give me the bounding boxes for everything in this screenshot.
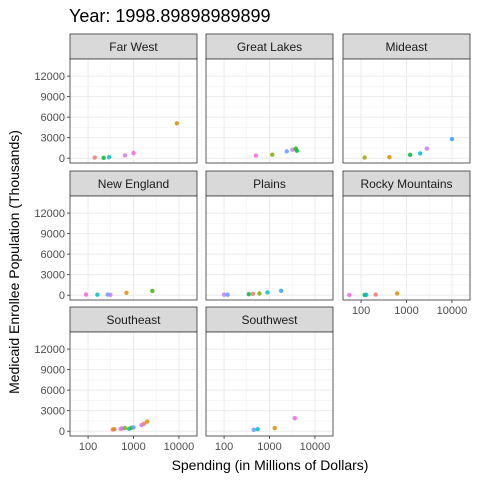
y-tick-label: 0 — [59, 426, 65, 438]
y-tick-label: 6000 — [41, 385, 65, 397]
data-point — [284, 149, 289, 154]
y-tick-label: 0 — [59, 290, 65, 302]
x-tick-label: 100 — [215, 441, 233, 453]
data-point — [174, 121, 180, 126]
data-point — [424, 146, 430, 151]
data-point — [92, 155, 97, 160]
x-tick-label: 10000 — [437, 305, 468, 317]
data-point — [294, 148, 300, 153]
facet-strip — [205, 33, 334, 60]
data-point — [95, 292, 100, 297]
y-tick-label: 3000 — [41, 133, 65, 145]
data-point — [362, 155, 367, 160]
facet-panels: Far West 0 3000 6000 9000 12000 Great Lakes Mid… — [34, 33, 471, 453]
facet-border — [342, 58, 471, 164]
facet-strip-label: Southwest — [241, 313, 298, 327]
facet-strip — [205, 170, 334, 197]
data-point — [150, 288, 155, 294]
facet-border — [69, 195, 198, 301]
facet-strip-label: New England — [98, 177, 169, 191]
data-point — [122, 425, 128, 431]
facet-border — [69, 58, 198, 164]
facet-strip-label: Rocky Mountains — [360, 177, 452, 191]
data-point — [449, 136, 455, 142]
data-point — [407, 152, 413, 157]
data-point — [257, 291, 262, 296]
data-point — [112, 426, 117, 432]
data-point — [278, 288, 284, 293]
facet-border — [205, 195, 334, 301]
x-axis-label: Spending (in Millions of Dollars) — [172, 457, 369, 473]
x-tick-label: 1000 — [257, 441, 281, 453]
data-point — [394, 291, 400, 296]
data-point — [246, 291, 251, 297]
facet-strip-label: Far West — [109, 40, 158, 54]
y-tick-label: 9000 — [41, 229, 65, 241]
facet-panel: Rocky Mountains 100 1000 10000 — [338, 170, 471, 317]
data-point — [141, 421, 147, 426]
data-point — [251, 427, 256, 433]
data-point — [124, 290, 129, 296]
facet-strip — [342, 33, 471, 60]
facet-strip — [69, 33, 198, 60]
data-point — [131, 425, 136, 430]
data-point — [131, 150, 136, 156]
facet-strip-label: Great Lakes — [237, 40, 302, 54]
data-point — [106, 154, 112, 160]
facet-strip — [205, 306, 334, 333]
data-point — [255, 426, 260, 432]
x-tick-label: 100 — [79, 441, 97, 453]
y-tick-label: 12000 — [34, 344, 65, 356]
x-tick-label: 10000 — [164, 441, 195, 453]
y-tick-label: 12000 — [34, 71, 65, 83]
data-point — [225, 292, 230, 297]
data-point — [101, 155, 106, 160]
facet-panel: Mideast — [338, 33, 471, 164]
chart-title: Year: 1998.89898989899 — [69, 6, 271, 26]
y-tick-label: 3000 — [41, 406, 65, 418]
facet-strip-label: Southeast — [106, 313, 161, 327]
facet-panel: Southeast 0 3000 6000 9000 12000 100 1000 10000 — [34, 306, 198, 453]
data-point — [290, 147, 295, 152]
y-tick-label: 6000 — [41, 112, 65, 124]
data-point — [417, 151, 423, 156]
x-tick-label: 100 — [352, 305, 370, 317]
data-point — [83, 292, 89, 297]
y-tick-label: 0 — [59, 153, 65, 165]
data-point — [347, 292, 352, 298]
x-tick-label: 10000 — [300, 441, 331, 453]
y-tick-label: 9000 — [41, 92, 65, 104]
facet-panel: Southwest 100 1000 10000 — [201, 306, 334, 453]
facet-strip-label: Mideast — [385, 40, 428, 54]
facet-strip — [69, 306, 198, 333]
facet-panel: Plains — [201, 170, 334, 301]
x-tick-label: 1000 — [121, 441, 145, 453]
data-point — [373, 292, 378, 297]
y-tick-label: 12000 — [34, 208, 65, 220]
y-tick-label: 6000 — [41, 249, 65, 261]
data-point — [270, 152, 275, 157]
data-point — [144, 419, 150, 424]
facet-border — [205, 58, 334, 164]
data-point — [122, 153, 128, 158]
facet-panel: New England 0 3000 6000 9000 12000 — [34, 170, 198, 302]
facet-panel: Great Lakes — [201, 33, 334, 164]
y-axis-label: Medicaid Enrollee Population (Thousands) — [6, 130, 22, 394]
data-point — [292, 416, 297, 421]
data-point — [221, 292, 227, 297]
facet-strip-label: Plains — [253, 177, 286, 191]
data-point — [272, 425, 277, 431]
y-tick-label: 3000 — [41, 270, 65, 282]
data-point — [387, 154, 392, 160]
data-point — [265, 290, 270, 295]
data-point — [250, 291, 256, 297]
data-point — [364, 292, 369, 298]
y-tick-label: 9000 — [41, 365, 65, 377]
x-tick-label: 1000 — [394, 305, 418, 317]
facet-strip — [342, 170, 471, 197]
facet-panel: Far West 0 3000 6000 9000 12000 — [34, 33, 198, 165]
data-point — [108, 292, 113, 297]
data-point — [253, 153, 259, 158]
